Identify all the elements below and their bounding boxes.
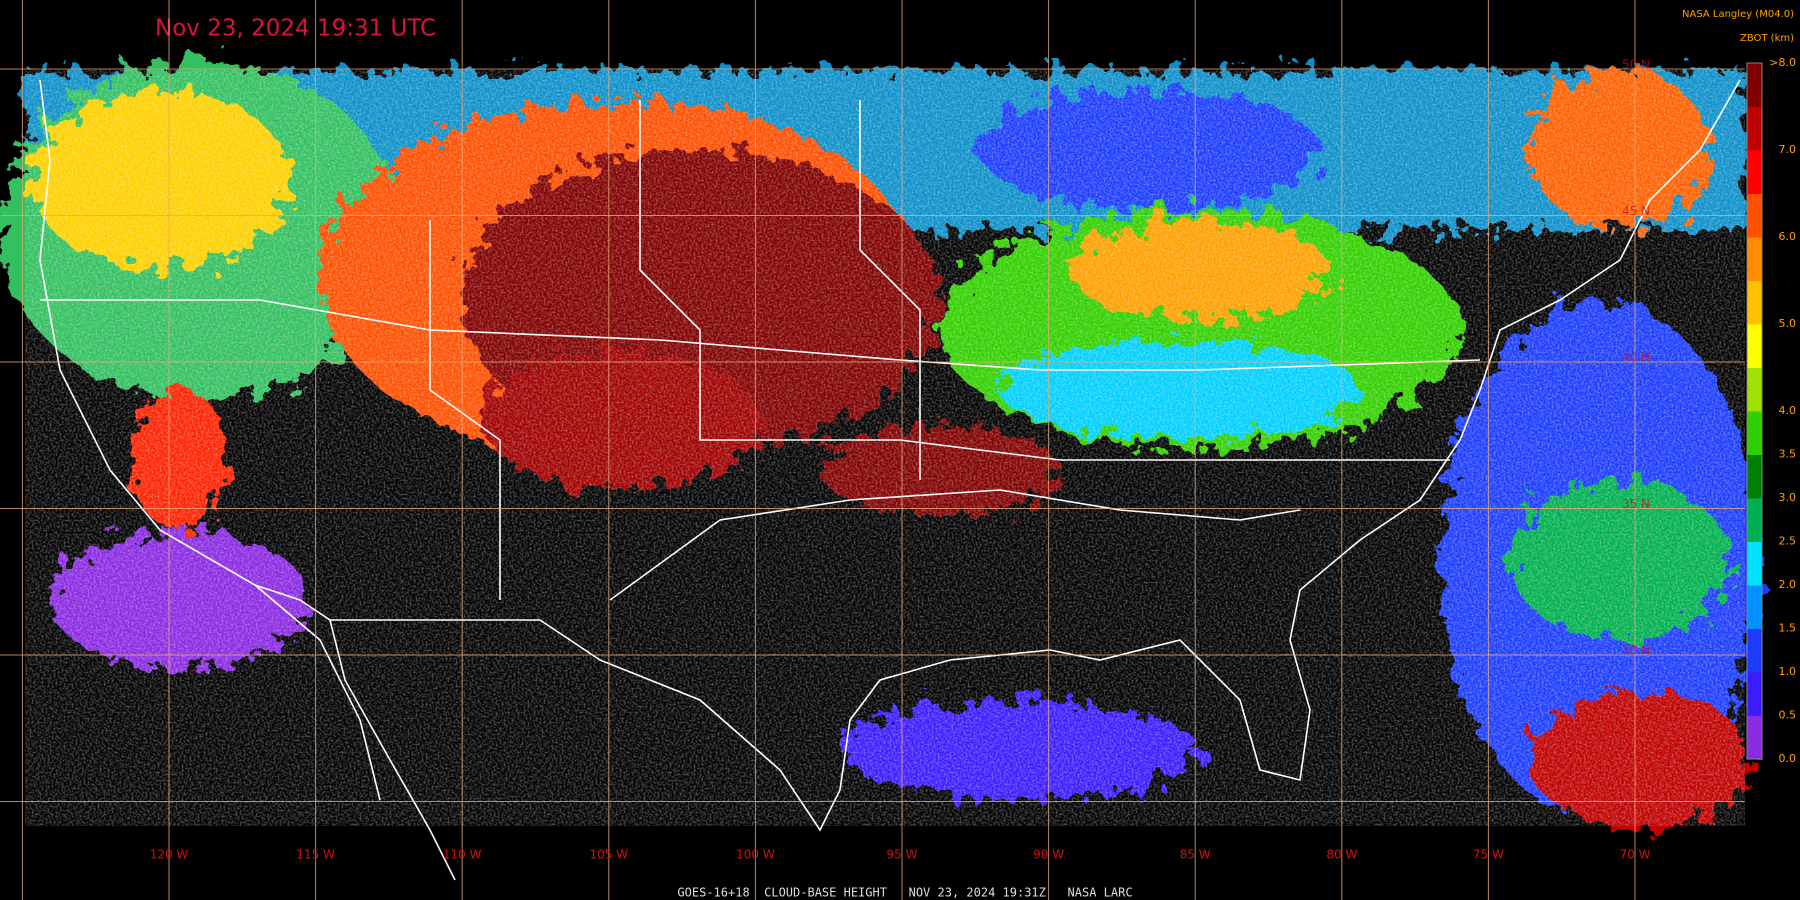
longitude-label: 110 W (443, 848, 482, 862)
colorbar-segment (1747, 237, 1762, 281)
latitude-label: 50 N (1622, 58, 1650, 72)
longitude-label: 90 W (1033, 848, 1064, 862)
colorbar-segment (1747, 541, 1762, 586)
colorbar-tick-label: 3.5 (1779, 448, 1797, 461)
colorbar-segment (1747, 628, 1762, 673)
colorbar-segment (1747, 106, 1762, 151)
longitude-label: 85 W (1180, 848, 1211, 862)
colorbar-frame (1746, 62, 1763, 760)
colorbar-segment (1747, 63, 1762, 107)
latitude-label: 45 N (1622, 204, 1650, 218)
colorbar-tick-label: 7.0 (1779, 143, 1797, 156)
longitude-label: 120 W (150, 848, 189, 862)
colorbar-tick-label: 6.0 (1779, 230, 1797, 243)
latitude-label: 30 N (1622, 644, 1650, 658)
longitude-label: 80 W (1326, 848, 1357, 862)
longitude-label: 70 W (1620, 848, 1651, 862)
colorbar-tick-label: 1.0 (1779, 665, 1797, 678)
footer-caption: GOES-16+18 CLOUD-BASE HEIGHT NOV 23, 202… (677, 886, 1132, 900)
colorbar-segment (1747, 715, 1762, 760)
latitude-label: 40 N (1622, 351, 1650, 365)
longitude-label: 115 W (296, 848, 335, 862)
colorbar-tick-label: 5.0 (1779, 317, 1797, 330)
colorbar-segment (1747, 150, 1762, 194)
colorbar-segment (1747, 672, 1762, 716)
longitude-label: 100 W (736, 848, 775, 862)
longitude-label: 95 W (887, 848, 918, 862)
credit: NASA Langley (M04.0) (1682, 9, 1794, 20)
colorbar-tick-label: 2.0 (1779, 578, 1797, 591)
colorbar-tick-label: 1.5 (1779, 622, 1797, 635)
colorbar-segment (1747, 280, 1762, 325)
colorbar-tick-label: 3.0 (1779, 491, 1797, 504)
colorbar-segment (1747, 454, 1762, 499)
colorbar-segment (1747, 411, 1762, 455)
timestamp-title: Nov 23, 2024 19:31 UTC (155, 16, 436, 42)
colorbar-segment (1747, 498, 1762, 542)
noise-overlay (25, 70, 1745, 826)
colorbar-segment (1747, 193, 1762, 238)
colorbar-tick-label: >8.0 (1769, 56, 1796, 69)
longitude-label: 105 W (590, 848, 629, 862)
colorbar-tick-label: 4.0 (1779, 404, 1797, 417)
longitude-label: 75 W (1473, 848, 1504, 862)
legend-title: ZBOT (km) (1740, 33, 1794, 44)
colorbar-segment (1747, 585, 1762, 629)
colorbar-tick-label: 2.5 (1779, 535, 1797, 548)
latitude-label: 35 N (1622, 497, 1650, 511)
colorbar-segment (1747, 324, 1762, 368)
colorbar-tick-label: 0.5 (1779, 709, 1797, 722)
colorbar-tick-label: 0.0 (1779, 752, 1797, 765)
coastlines (39, 79, 1741, 881)
colorbar-segment (1747, 367, 1762, 412)
